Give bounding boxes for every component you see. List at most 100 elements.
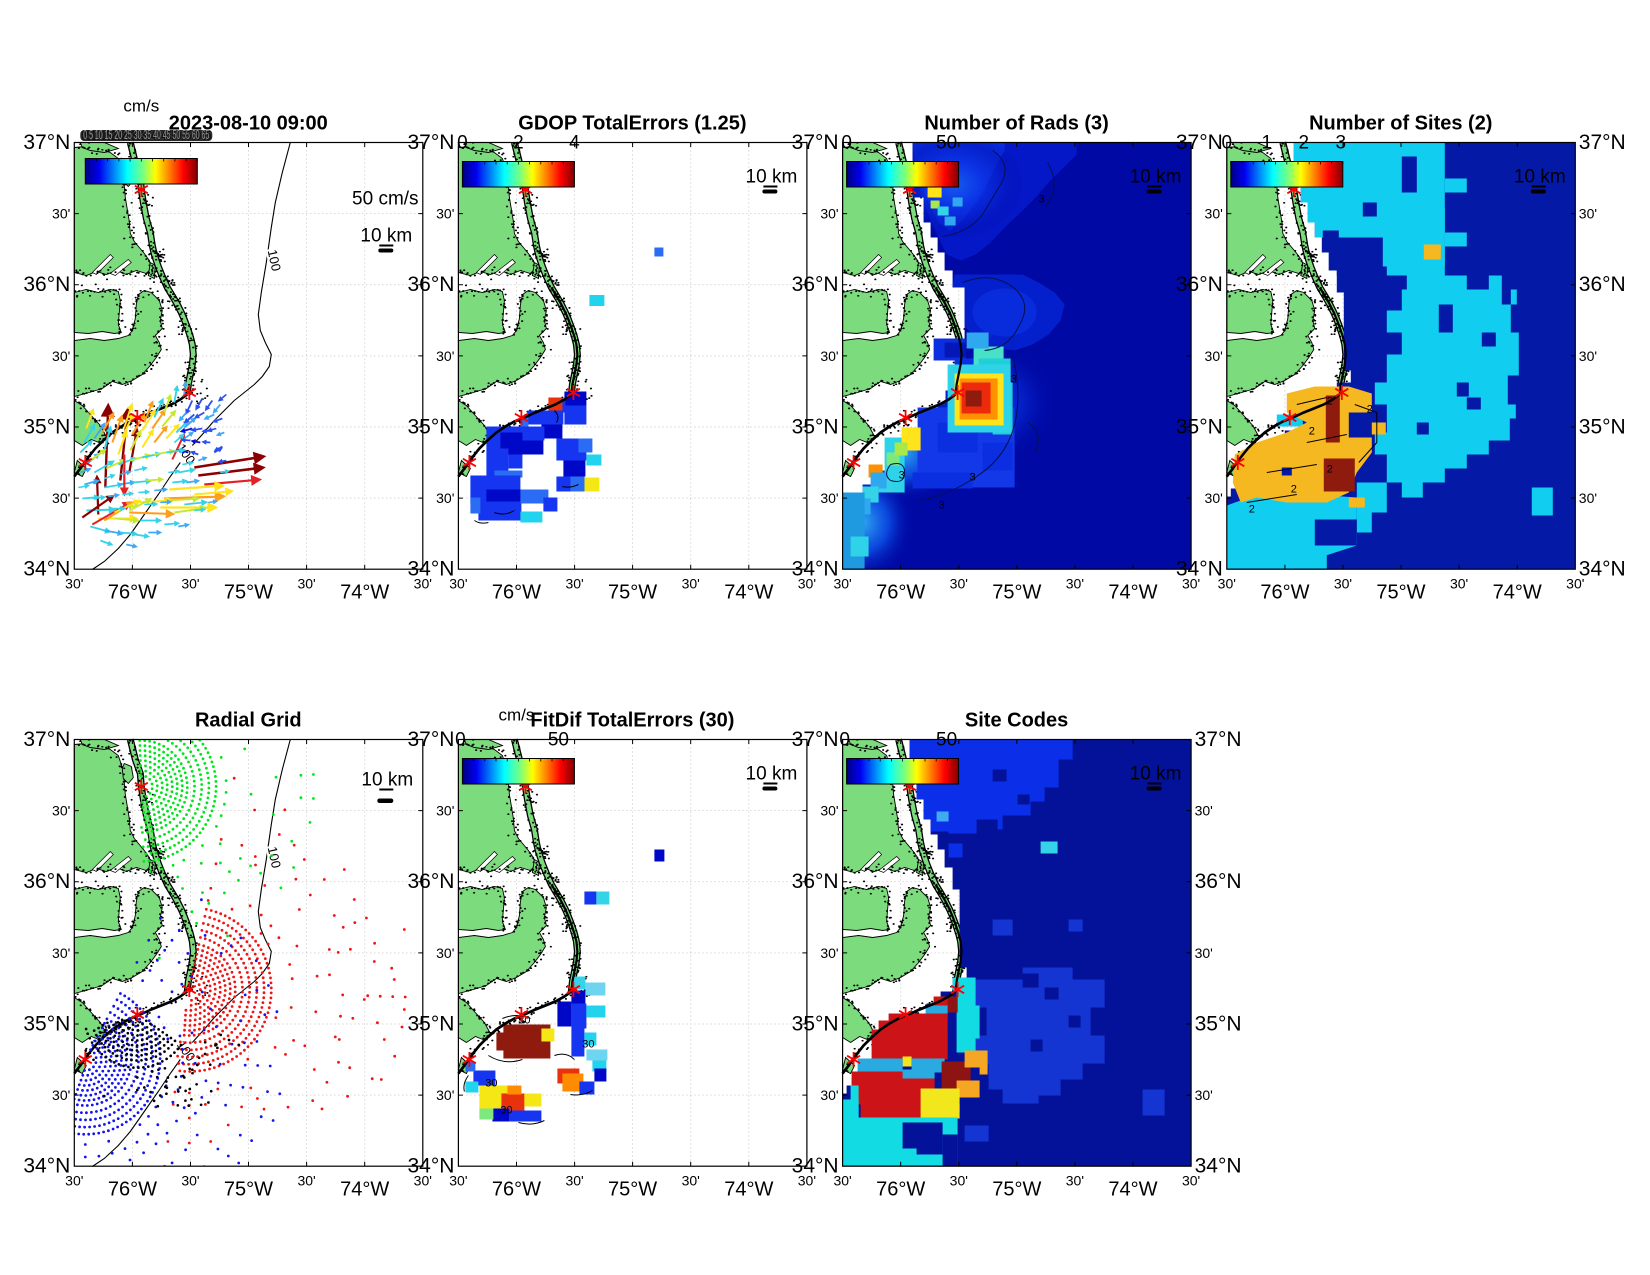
svg-text:30': 30' — [1218, 576, 1236, 592]
svg-text:0 5 10 15 20 25 30 35 40 45 50: 0 5 10 15 20 25 30 35 40 45 50 55 60 65 — [83, 127, 209, 142]
svg-text:76°W: 76°W — [1260, 582, 1309, 604]
svg-text:30': 30' — [414, 576, 432, 592]
svg-text:3: 3 — [1336, 133, 1347, 154]
svg-text:36°N: 36°N — [792, 273, 839, 296]
svg-text:30': 30' — [565, 576, 583, 592]
svg-text:10 km: 10 km — [746, 764, 798, 785]
svg-text:75°W: 75°W — [1376, 582, 1425, 604]
svg-text:34°N: 34°N — [23, 558, 70, 581]
svg-text:50 cm/s: 50 cm/s — [352, 189, 419, 210]
svg-text:30: 30 — [485, 1078, 497, 1090]
svg-text:35°N: 35°N — [1176, 416, 1223, 439]
svg-text:37°N: 37°N — [407, 728, 454, 751]
svg-text:3: 3 — [970, 472, 976, 484]
svg-text:36°N: 36°N — [1195, 870, 1242, 893]
svg-text:75°W: 75°W — [224, 1179, 273, 1201]
svg-text:36°N: 36°N — [407, 870, 454, 893]
svg-text:30': 30' — [52, 490, 70, 506]
svg-text:74°W: 74°W — [340, 582, 389, 604]
svg-text:74°W: 74°W — [1493, 582, 1542, 604]
svg-text:50: 50 — [548, 730, 569, 751]
svg-text:35°N: 35°N — [792, 1013, 839, 1036]
svg-text:30': 30' — [65, 1173, 83, 1189]
svg-text:30': 30' — [1066, 576, 1084, 592]
svg-text:30': 30' — [436, 348, 454, 364]
svg-text:2023-08-10 09:00: 2023-08-10 09:00 — [169, 113, 328, 135]
svg-text:37°N: 37°N — [23, 728, 70, 751]
svg-text:cm/s: cm/s — [123, 97, 159, 116]
svg-text:37°N: 37°N — [792, 131, 839, 154]
svg-text:37°N: 37°N — [792, 728, 839, 751]
svg-text:76°W: 76°W — [492, 1179, 541, 1201]
svg-text:cm/s: cm/s — [498, 706, 534, 725]
svg-text:30': 30' — [682, 1173, 700, 1189]
svg-text:30': 30' — [833, 576, 851, 592]
svg-text:100: 100 — [265, 248, 284, 272]
svg-text:34°N: 34°N — [792, 558, 839, 581]
svg-text:30': 30' — [820, 803, 838, 819]
svg-text:74°W: 74°W — [340, 1179, 389, 1201]
svg-text:GDOP TotalErrors (1.25): GDOP TotalErrors (1.25) — [518, 113, 746, 135]
svg-text:36°N: 36°N — [23, 870, 70, 893]
svg-text:34°N: 34°N — [1579, 558, 1626, 581]
svg-text:30': 30' — [1205, 348, 1223, 364]
svg-text:30': 30' — [436, 1087, 454, 1103]
svg-text:2: 2 — [1249, 504, 1255, 516]
svg-text:30': 30' — [52, 348, 70, 364]
svg-text:35°N: 35°N — [23, 416, 70, 439]
svg-text:35°N: 35°N — [1195, 1013, 1242, 1036]
svg-text:75°W: 75°W — [608, 582, 657, 604]
svg-text:30': 30' — [52, 1087, 70, 1103]
svg-text:30': 30' — [449, 1173, 467, 1189]
svg-text:10 km: 10 km — [1130, 764, 1182, 785]
svg-text:2: 2 — [513, 133, 524, 154]
svg-text:74°W: 74°W — [1108, 582, 1157, 604]
svg-text:75°W: 75°W — [608, 1179, 657, 1201]
svg-text:3: 3 — [899, 470, 905, 482]
svg-text:30': 30' — [798, 1173, 816, 1189]
svg-text:2: 2 — [1299, 133, 1310, 154]
svg-text:74°W: 74°W — [724, 1179, 773, 1201]
svg-text:30': 30' — [1334, 576, 1352, 592]
svg-text:30': 30' — [436, 206, 454, 222]
svg-text:30': 30' — [820, 348, 838, 364]
svg-text:36°N: 36°N — [1579, 273, 1626, 296]
svg-text:30': 30' — [1579, 348, 1597, 364]
svg-text:30': 30' — [833, 1173, 851, 1189]
svg-text:76°W: 76°W — [876, 1179, 925, 1201]
svg-text:30': 30' — [65, 576, 83, 592]
svg-text:30': 30' — [1195, 1087, 1213, 1103]
svg-text:30': 30' — [1579, 206, 1597, 222]
svg-text:Site Codes: Site Codes — [965, 710, 1068, 732]
svg-text:30': 30' — [950, 576, 968, 592]
svg-text:30': 30' — [1205, 490, 1223, 506]
svg-text:30': 30' — [1195, 945, 1213, 961]
svg-text:30': 30' — [297, 1173, 315, 1189]
svg-text:75°W: 75°W — [992, 582, 1041, 604]
svg-text:30: 30 — [582, 1039, 594, 1051]
svg-text:0: 0 — [841, 133, 852, 154]
svg-text:4: 4 — [569, 133, 580, 154]
svg-text:30': 30' — [436, 490, 454, 506]
svg-text:34°N: 34°N — [792, 1155, 839, 1178]
svg-text:35°N: 35°N — [792, 416, 839, 439]
svg-text:05101520253035404550556065: 05101520253035404550556065 — [81, 127, 211, 143]
svg-text:75°W: 75°W — [224, 582, 273, 604]
svg-text:30': 30' — [1450, 576, 1468, 592]
svg-text:0: 0 — [457, 133, 468, 154]
svg-text:30': 30' — [52, 206, 70, 222]
svg-text:37°N: 37°N — [407, 131, 454, 154]
svg-text:Radial Grid: Radial Grid — [195, 710, 302, 732]
svg-text:10 km: 10 km — [1130, 167, 1182, 188]
svg-text:76°W: 76°W — [492, 582, 541, 604]
svg-text:37°N: 37°N — [23, 131, 70, 154]
svg-text:35°N: 35°N — [407, 416, 454, 439]
svg-text:30': 30' — [52, 803, 70, 819]
svg-text:36°N: 36°N — [792, 870, 839, 893]
svg-text:30': 30' — [950, 1173, 968, 1189]
svg-text:30': 30' — [1182, 1173, 1200, 1189]
svg-text:30': 30' — [297, 576, 315, 592]
svg-text:37°N: 37°N — [1176, 131, 1223, 154]
svg-text:30': 30' — [820, 206, 838, 222]
svg-text:36°N: 36°N — [23, 273, 70, 296]
